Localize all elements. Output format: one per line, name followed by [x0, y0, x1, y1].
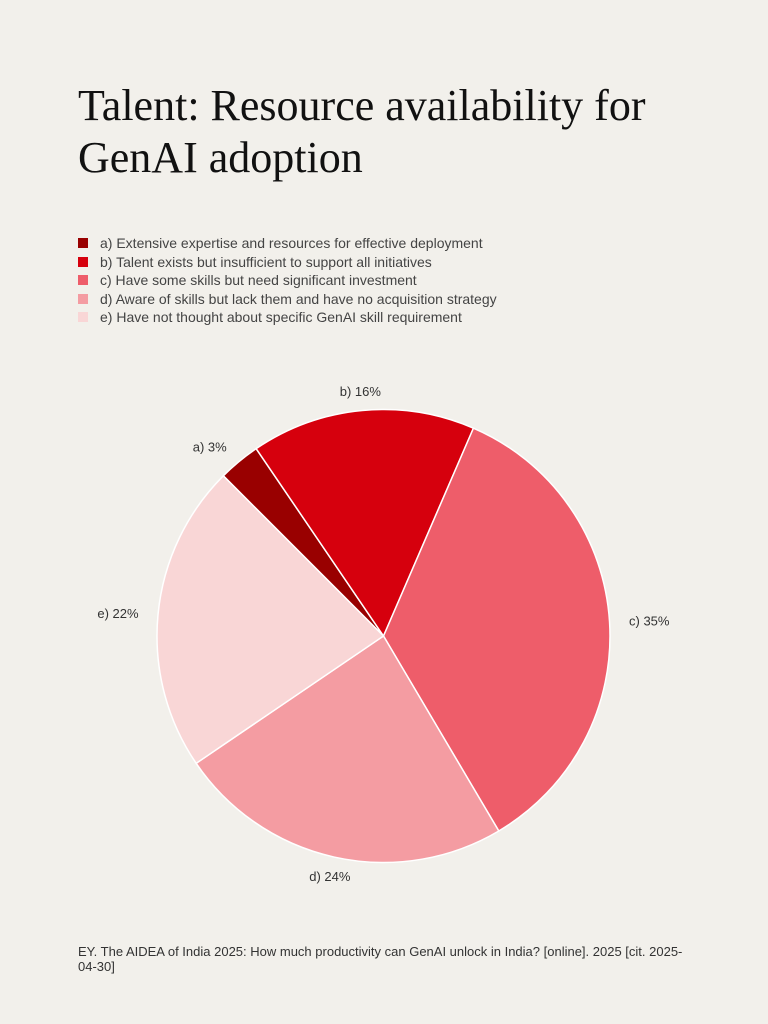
legend-item: e) Have not thought about specific GenAI…: [78, 308, 497, 327]
slice-label-b: b) 16%: [340, 384, 382, 399]
legend-label: c) Have some skills but need significant…: [100, 272, 417, 289]
legend-label: a) Extensive expertise and resources for…: [100, 235, 483, 252]
legend-item: a) Extensive expertise and resources for…: [78, 234, 497, 253]
chart-title: Talent: Resource availability for GenAI …: [78, 81, 646, 182]
legend: a) Extensive expertise and resources for…: [78, 234, 497, 327]
slice-label-e: e) 22%: [97, 606, 139, 621]
legend-label: e) Have not thought about specific GenAI…: [100, 309, 462, 326]
legend-swatch: [78, 238, 88, 249]
slice-label-c: c) 35%: [629, 614, 670, 629]
legend-label: b) Talent exists but insufficient to sup…: [100, 253, 432, 270]
source-citation: EY. The AIDEA of India 2025: How much pr…: [78, 944, 683, 974]
slice-label-a: a) 3%: [193, 439, 227, 454]
legend-swatch: [78, 275, 88, 286]
legend-label: d) Aware of skills but lack them and hav…: [100, 290, 497, 307]
legend-swatch: [78, 312, 88, 323]
legend-item: d) Aware of skills but lack them and hav…: [78, 290, 497, 309]
pie-slice-c: [382, 427, 611, 832]
pie-slice-b: [255, 408, 475, 638]
legend-swatch: [78, 293, 88, 304]
pie-slice-e: [156, 474, 385, 765]
legend-item: b) Talent exists but insufficient to sup…: [78, 253, 497, 272]
legend-swatch: [78, 256, 88, 267]
legend-item: c) Have some skills but need significant…: [78, 271, 497, 290]
slice-label-d: d) 24%: [309, 869, 351, 884]
pie-slice-d: [195, 634, 500, 864]
